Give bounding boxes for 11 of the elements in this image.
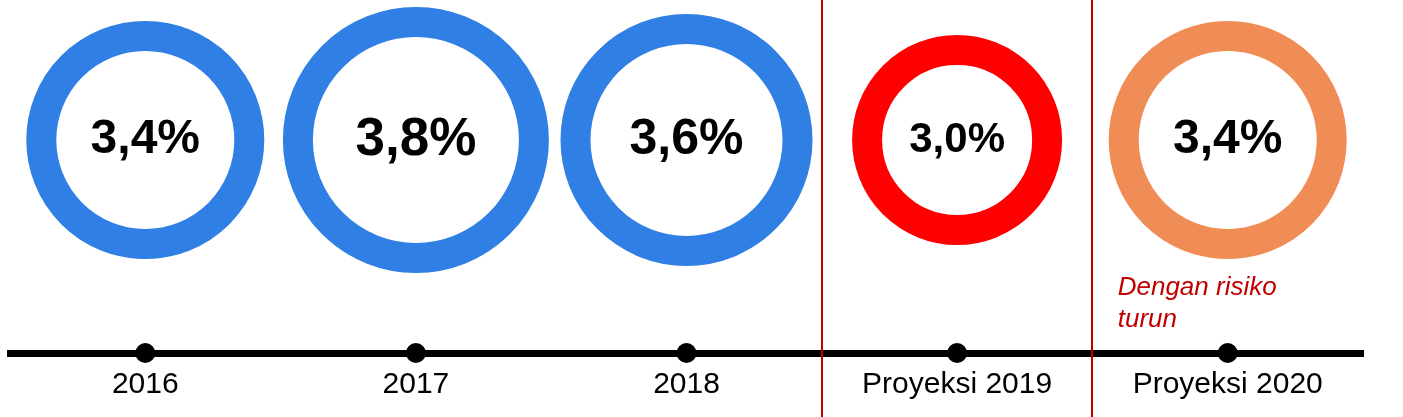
text: Dengan risiko turun (1117, 271, 1277, 333)
data-label: 3,8% (355, 106, 477, 166)
category-label: 2017 (382, 366, 450, 400)
data-label: 3,0% (909, 113, 1005, 161)
category-label: 2016 (111, 366, 179, 400)
category-label: Proyeksi 2020 (1132, 366, 1323, 400)
data-label: 3,6% (629, 108, 744, 165)
data-label: 3,4% (1173, 110, 1283, 164)
category-label: Proyeksi 2019 (862, 366, 1053, 400)
data-label: 3,4% (90, 110, 200, 164)
category-label: 2018 (653, 366, 720, 400)
